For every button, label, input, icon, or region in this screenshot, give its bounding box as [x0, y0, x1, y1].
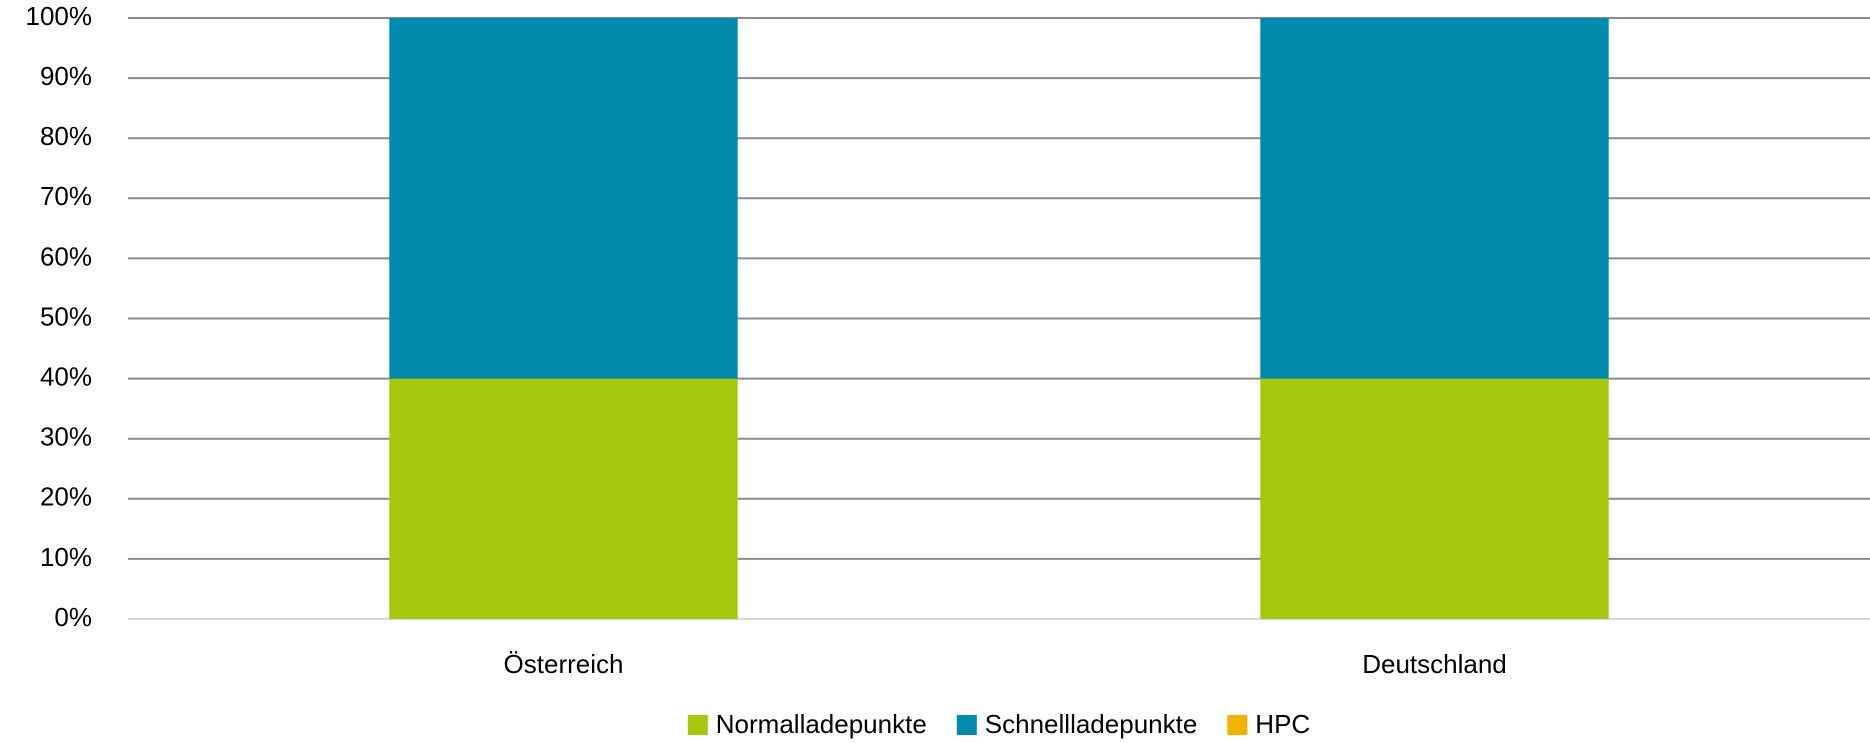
- legend-swatch: [956, 715, 977, 735]
- x-tick-label: Deutschland: [1362, 649, 1507, 679]
- legend-item: Schnellladepunkte: [956, 709, 1198, 739]
- y-tick-label: 30%: [40, 422, 92, 452]
- bar-segment: [389, 18, 738, 379]
- legend-swatch: [1227, 715, 1248, 735]
- legend-swatch: [687, 715, 708, 735]
- legend-label: Schnellladepunkte: [985, 709, 1198, 739]
- bar-segment: [1260, 378, 1609, 619]
- bar-segment: [1260, 18, 1609, 379]
- y-tick-label: 40%: [40, 361, 92, 391]
- legend-label: Normalladepunkte: [716, 709, 927, 739]
- y-tick-label: 10%: [40, 542, 92, 572]
- y-tick-label: 0%: [54, 602, 92, 632]
- y-tick-label: 70%: [40, 181, 92, 211]
- x-tick-label: Österreich: [504, 649, 624, 679]
- y-tick-label: 60%: [40, 241, 92, 271]
- y-tick-label: 80%: [40, 121, 92, 151]
- y-tick-label: 50%: [40, 301, 92, 331]
- legend-item: Normalladepunkte: [687, 709, 927, 739]
- y-tick-label: 20%: [40, 482, 92, 512]
- y-tick-label: 90%: [40, 61, 92, 91]
- bar-segment: [389, 378, 738, 619]
- y-tick-label: 100%: [26, 1, 93, 31]
- legend-label: HPC: [1255, 709, 1310, 739]
- legend-item: HPC: [1227, 709, 1310, 739]
